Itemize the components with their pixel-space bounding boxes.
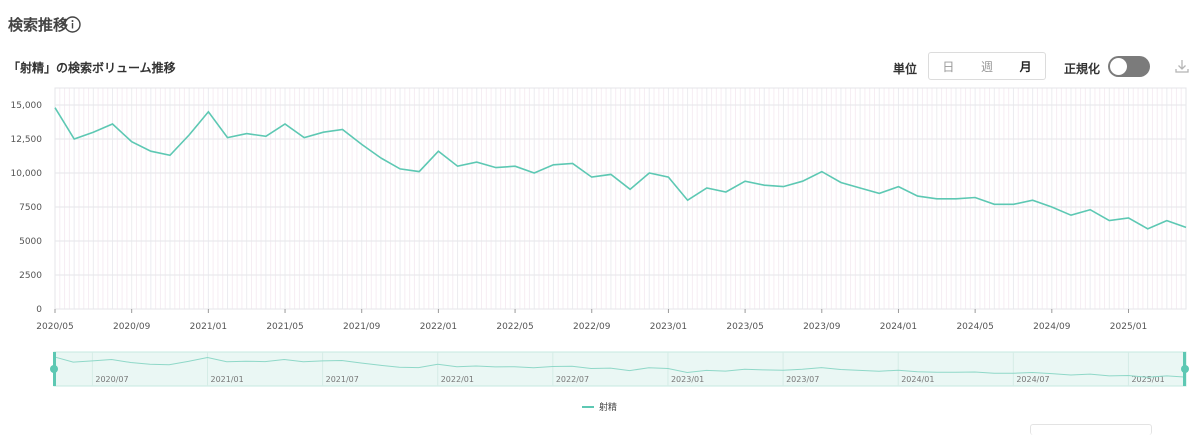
y-axis-ticks: 0 2500 5000 7500 10,000 12,500 15,000: [11, 101, 43, 315]
y-tick-label: 10,000: [11, 169, 43, 179]
x-axis-ticks: 2020/05 2020/09 2021/01 2021/05 2021/09 2022/…: [36, 309, 1147, 332]
vertical-gridlines: [54, 87, 1187, 310]
x-tick-label: 2023/09: [803, 322, 841, 332]
x-tick-label: 2021/05: [266, 322, 303, 332]
y-tick-label: 5000: [19, 237, 42, 247]
navigator-label: 2020/07: [95, 375, 128, 384]
navigator-right-handle-knob[interactable]: [1181, 365, 1189, 373]
navigator-label: 2024/01: [901, 375, 934, 384]
info-icon[interactable]: [64, 16, 81, 33]
y-tick-label: 7500: [19, 203, 42, 213]
x-tick-label: 2022/01: [420, 322, 457, 332]
y-tick-label: 2500: [19, 271, 42, 281]
x-tick-label: 2025/01: [1110, 322, 1147, 332]
navigator-line: [53, 356, 1187, 378]
toggle-knob: [1110, 58, 1127, 75]
navigator-label: 2022/07: [556, 375, 589, 384]
x-tick-label: 2024/09: [1033, 322, 1071, 332]
navigator-label: 2022/01: [441, 375, 474, 384]
x-tick-label: 2022/05: [496, 322, 533, 332]
x-tick-label: 2020/09: [113, 322, 151, 332]
series-line-射精: [54, 107, 1187, 230]
y-tick-label: 0: [36, 305, 42, 315]
legend-label: 射精: [599, 403, 618, 413]
navigator-left-handle-knob[interactable]: [50, 365, 58, 373]
navigator-label: 2025/01: [1131, 375, 1164, 384]
unit-month-button[interactable]: 月: [1019, 59, 1032, 74]
y-tick-label: 12,500: [11, 135, 43, 145]
chart-title: 「射精」の検索ボリューム推移: [8, 61, 176, 75]
x-tick-label: 2024/01: [880, 322, 917, 332]
legend[interactable]: 射精: [582, 400, 617, 413]
legend-swatch: [582, 405, 594, 408]
x-tick-label: 2020/05: [36, 322, 73, 332]
navigator-label: 2023/07: [786, 375, 819, 384]
x-tick-label: 2021/09: [343, 322, 381, 332]
x-tick-label: 2023/05: [726, 322, 763, 332]
x-tick-label: 2023/01: [650, 322, 687, 332]
bottom-control[interactable]: [1030, 424, 1152, 435]
page-title: 検索推移: [8, 16, 69, 34]
x-tick-label: 2021/01: [190, 322, 227, 332]
unit-day-button[interactable]: 日: [942, 59, 955, 74]
navigator-label: 2021/01: [210, 375, 243, 384]
normalize-label: 正規化: [1064, 62, 1101, 76]
y-tick-label: 15,000: [11, 101, 43, 111]
normalize-toggle[interactable]: [1108, 56, 1150, 77]
download-icon[interactable]: [1174, 58, 1190, 74]
unit-label: 単位: [893, 62, 918, 76]
unit-week-button[interactable]: 週: [981, 59, 994, 74]
horizontal-gridlines: [55, 104, 1186, 310]
navigator-label: 2023/01: [671, 375, 704, 384]
x-tick-label: 2024/05: [956, 322, 993, 332]
unit-selector: 日 週 月: [928, 52, 1046, 80]
navigator-label: 2021/07: [326, 375, 359, 384]
navigator-labels: 2020/07 2021/01 2021/07 2022/01 2022/07 2023/…: [91, 352, 1165, 386]
range-navigator[interactable]: 2020/07 2021/01 2021/07 2022/01 2022/07 2023/…: [0, 350, 1200, 390]
navigator-label: 2024/07: [1016, 375, 1049, 384]
x-tick-label: 2022/09: [573, 322, 611, 332]
